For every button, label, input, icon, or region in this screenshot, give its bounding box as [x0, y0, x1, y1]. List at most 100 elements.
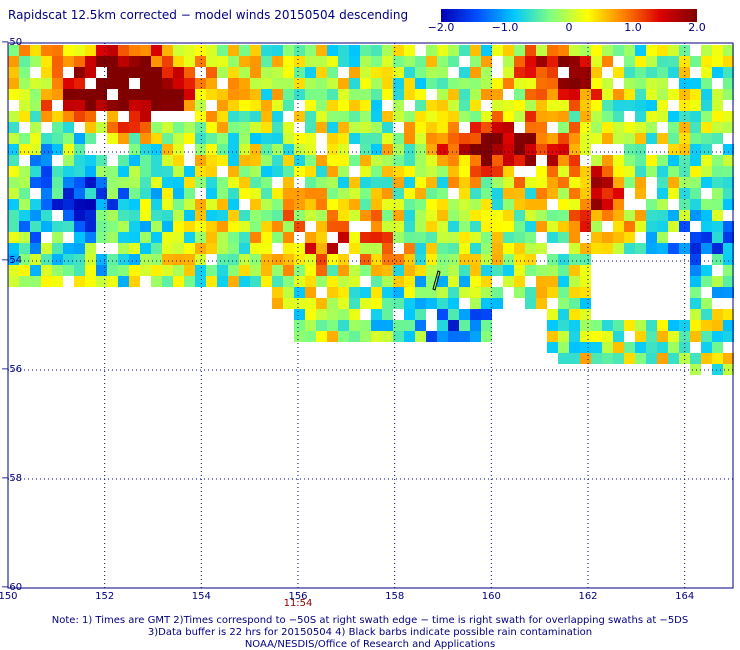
- wind-cell: [712, 254, 723, 265]
- wind-cell: [437, 254, 448, 265]
- colorbar-segment: [601, 9, 604, 22]
- wind-cell: [547, 177, 558, 188]
- wind-cell: [74, 155, 85, 166]
- wind-cell: [701, 232, 712, 243]
- wind-cell: [162, 89, 173, 100]
- wind-cell: [536, 276, 547, 287]
- wind-cell: [338, 56, 349, 67]
- wind-cell: [668, 331, 679, 342]
- wind-cell: [250, 210, 261, 221]
- colorbar-segment: [523, 9, 526, 22]
- wind-cell: [569, 199, 580, 210]
- wind-cell: [580, 188, 591, 199]
- wind-cell: [305, 144, 316, 155]
- wind-cell: [250, 122, 261, 133]
- wind-cell: [349, 45, 360, 56]
- wind-cell: [393, 221, 404, 232]
- wind-cell: [701, 89, 712, 100]
- wind-cell: [228, 254, 239, 265]
- wind-cell: [294, 254, 305, 265]
- wind-cell: [437, 276, 448, 287]
- wind-cell: [239, 100, 250, 111]
- wind-cell: [41, 144, 52, 155]
- wind-cell: [426, 232, 437, 243]
- wind-cell: [437, 221, 448, 232]
- wind-cell: [74, 133, 85, 144]
- colorbar-segment: [613, 9, 616, 22]
- wind-cell: [393, 144, 404, 155]
- wind-cell: [558, 221, 569, 232]
- wind-cell: [228, 188, 239, 199]
- wind-cell: [712, 342, 723, 353]
- wind-cell: [712, 353, 723, 364]
- wind-cell: [547, 342, 558, 353]
- wind-cell: [371, 166, 382, 177]
- wind-cell: [173, 210, 184, 221]
- wind-cell: [195, 177, 206, 188]
- wind-cell: [151, 144, 162, 155]
- wind-cell: [668, 221, 679, 232]
- wind-cell: [162, 56, 173, 67]
- wind-cell: [283, 177, 294, 188]
- wind-cell: [283, 298, 294, 309]
- wind-cell: [338, 331, 349, 342]
- wind-cell: [206, 111, 217, 122]
- wind-cell: [107, 133, 118, 144]
- wind-cell: [525, 122, 536, 133]
- wind-cell: [371, 111, 382, 122]
- colorbar-segment: [515, 9, 518, 22]
- wind-cell: [118, 78, 129, 89]
- wind-cell: [283, 287, 294, 298]
- wind-cell: [96, 166, 107, 177]
- wind-cell: [305, 133, 316, 144]
- wind-cell: [657, 67, 668, 78]
- wind-cell: [712, 243, 723, 254]
- wind-cell: [261, 100, 272, 111]
- colorbar-tick-label: −1.0: [491, 21, 519, 34]
- wind-cell: [107, 56, 118, 67]
- wind-cell: [459, 287, 470, 298]
- wind-cell: [272, 276, 283, 287]
- wind-cell: [712, 309, 723, 320]
- wind-cell: [712, 221, 723, 232]
- wind-cell: [294, 320, 305, 331]
- wind-cell: [459, 100, 470, 111]
- wind-cell: [184, 265, 195, 276]
- wind-cell: [657, 100, 668, 111]
- wind-cell: [349, 210, 360, 221]
- wind-cell: [580, 320, 591, 331]
- colorbar-segment: [571, 9, 574, 22]
- wind-cell: [52, 67, 63, 78]
- wind-cell: [162, 177, 173, 188]
- wind-cell: [437, 243, 448, 254]
- wind-cell: [184, 210, 195, 221]
- wind-cell: [272, 232, 283, 243]
- wind-cell: [382, 56, 393, 67]
- wind-cell: [404, 265, 415, 276]
- wind-cell: [19, 45, 30, 56]
- wind-cell: [426, 199, 437, 210]
- wind-cell: [162, 78, 173, 89]
- wind-cell: [712, 45, 723, 56]
- wind-cell: [690, 133, 701, 144]
- wind-cell: [129, 166, 140, 177]
- wind-cell: [327, 254, 338, 265]
- wind-cell: [118, 133, 129, 144]
- wind-cell: [239, 232, 250, 243]
- wind-cell: [283, 155, 294, 166]
- x-tick-label: 158: [385, 591, 405, 602]
- wind-cell: [305, 122, 316, 133]
- colorbar-segment: [557, 9, 560, 22]
- wind-cell: [316, 232, 327, 243]
- wind-cell: [184, 100, 195, 111]
- wind-cell: [162, 243, 173, 254]
- colorbar-segment: [661, 9, 664, 22]
- wind-cell: [63, 221, 74, 232]
- wind-cell: [580, 100, 591, 111]
- wind-cell: [558, 45, 569, 56]
- wind-cell: [85, 100, 96, 111]
- wind-cell: [382, 177, 393, 188]
- wind-cell: [514, 111, 525, 122]
- wind-cell: [140, 133, 151, 144]
- wind-cell: [217, 89, 228, 100]
